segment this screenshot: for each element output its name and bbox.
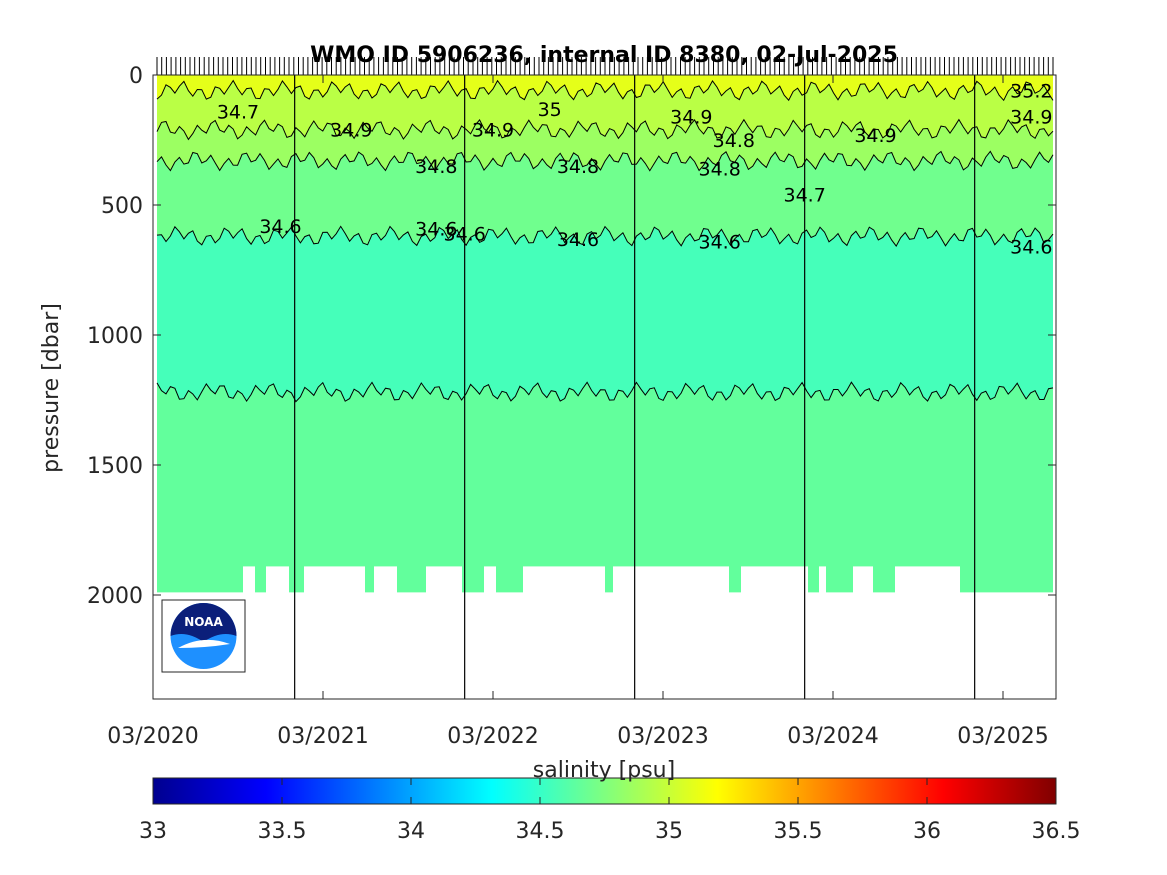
data-gap [266, 566, 289, 593]
contour-line [156, 79, 1054, 102]
salinity-layer [157, 75, 1053, 101]
contour-label: 34.9 [854, 125, 896, 147]
colorbar-tick-label: 35.5 [774, 819, 823, 844]
axes-frame [152, 74, 1057, 700]
salinity-layer [157, 80, 1053, 140]
y-tick-label: 2000 [87, 584, 143, 609]
data-gap [613, 566, 729, 593]
salinity-layer [157, 382, 1053, 593]
contour-label: 34.6 [415, 218, 457, 240]
colorbar-tick-label: 36.5 [1032, 819, 1081, 844]
x-tick-label: 03/2021 [277, 724, 368, 749]
contour-label: 34.7 [217, 101, 259, 123]
salinity-layer [157, 151, 1053, 247]
data-gap [304, 566, 365, 593]
contour-labels: 34.6 34.634.6 34.6 34.6 34.634.734.734.8 34.8… [217, 81, 1053, 259]
x-tick-label: 03/2024 [787, 724, 878, 749]
bottom-data-gaps [243, 566, 960, 593]
data-gap [523, 566, 605, 593]
x-tick-label: 03/2025 [957, 724, 1048, 749]
y-tick-label: 0 [129, 64, 143, 89]
y-tick-label: 1500 [87, 454, 143, 479]
contour-label: 34.9 [330, 120, 372, 142]
contour-label: 34.7 [784, 185, 826, 207]
contour-line [156, 225, 1054, 248]
colorbar-label: salinity [psu] [533, 758, 675, 783]
data-gap [741, 566, 808, 593]
contour-label: 34.8 [415, 156, 457, 178]
chart-title: WMO ID 5906236, internal ID 8380, 02-Jul… [310, 43, 898, 68]
data-gap [819, 566, 826, 593]
contour-label: 34.6 [444, 224, 486, 246]
colorbar-tick-label: 34 [397, 819, 425, 844]
contour-label: 34.6 [557, 229, 599, 251]
contour-label: 34.8 [699, 159, 741, 181]
x-tick-label: 03/2023 [617, 724, 708, 749]
salinity-layer [157, 119, 1053, 171]
y-tick-label: 1000 [87, 324, 143, 349]
colorbar-ticks: 33 33.5 34 34.5 35 35.5 36 36.5 [139, 778, 1080, 844]
contour-line [156, 381, 1054, 403]
y-axis-label: pressure [dbar] [39, 303, 64, 473]
contour-label: 34.8 [713, 130, 755, 152]
y-axis: 0 500 1000 1500 2000 [87, 64, 1056, 609]
noaa-logo-icon: NOAA [161, 599, 246, 673]
colorbar-tick-label: 33 [139, 819, 167, 844]
x-tick-label: 03/2022 [447, 724, 538, 749]
colorbar [152, 777, 1057, 805]
profile-ticks [156, 57, 1054, 75]
contour-line [156, 150, 1054, 172]
noaa-logo-text: NOAA [184, 615, 223, 629]
data-gap [243, 566, 255, 593]
contour-lines [156, 79, 1054, 403]
salinity-layers [157, 75, 1053, 593]
contour-label: 34.8 [557, 156, 599, 178]
y-tick-label: 500 [101, 194, 143, 219]
colorbar-tick-label: 34.5 [516, 819, 565, 844]
year-marker-lines [294, 75, 976, 699]
contour-label: 34.6 [259, 216, 301, 238]
contour-line [156, 118, 1054, 141]
data-gap [426, 566, 462, 593]
x-axis: 03/2020 03/2021 03/2022 03/2023 03/2024 03/20… [107, 75, 1049, 749]
x-tick-label: 03/2020 [107, 724, 198, 749]
contour-label: 35 [538, 99, 562, 121]
data-gap [484, 566, 496, 593]
contour-label: 35.2 [1010, 81, 1052, 103]
data-gap [374, 566, 397, 593]
data-gap [895, 566, 960, 593]
data-gap [853, 566, 873, 593]
contour-label: 34.6 [699, 231, 741, 253]
contour-label: 34.9 [472, 120, 514, 142]
colorbar-tick-label: 33.5 [258, 819, 307, 844]
colorbar-tick-label: 35 [655, 819, 683, 844]
contour-label: 34.6 [1010, 237, 1052, 259]
contour-label: 34.9 [1010, 107, 1052, 129]
salinity-layer [157, 226, 1053, 402]
colorbar-tick-label: 36 [913, 819, 941, 844]
contour-label: 34.9 [670, 107, 712, 129]
